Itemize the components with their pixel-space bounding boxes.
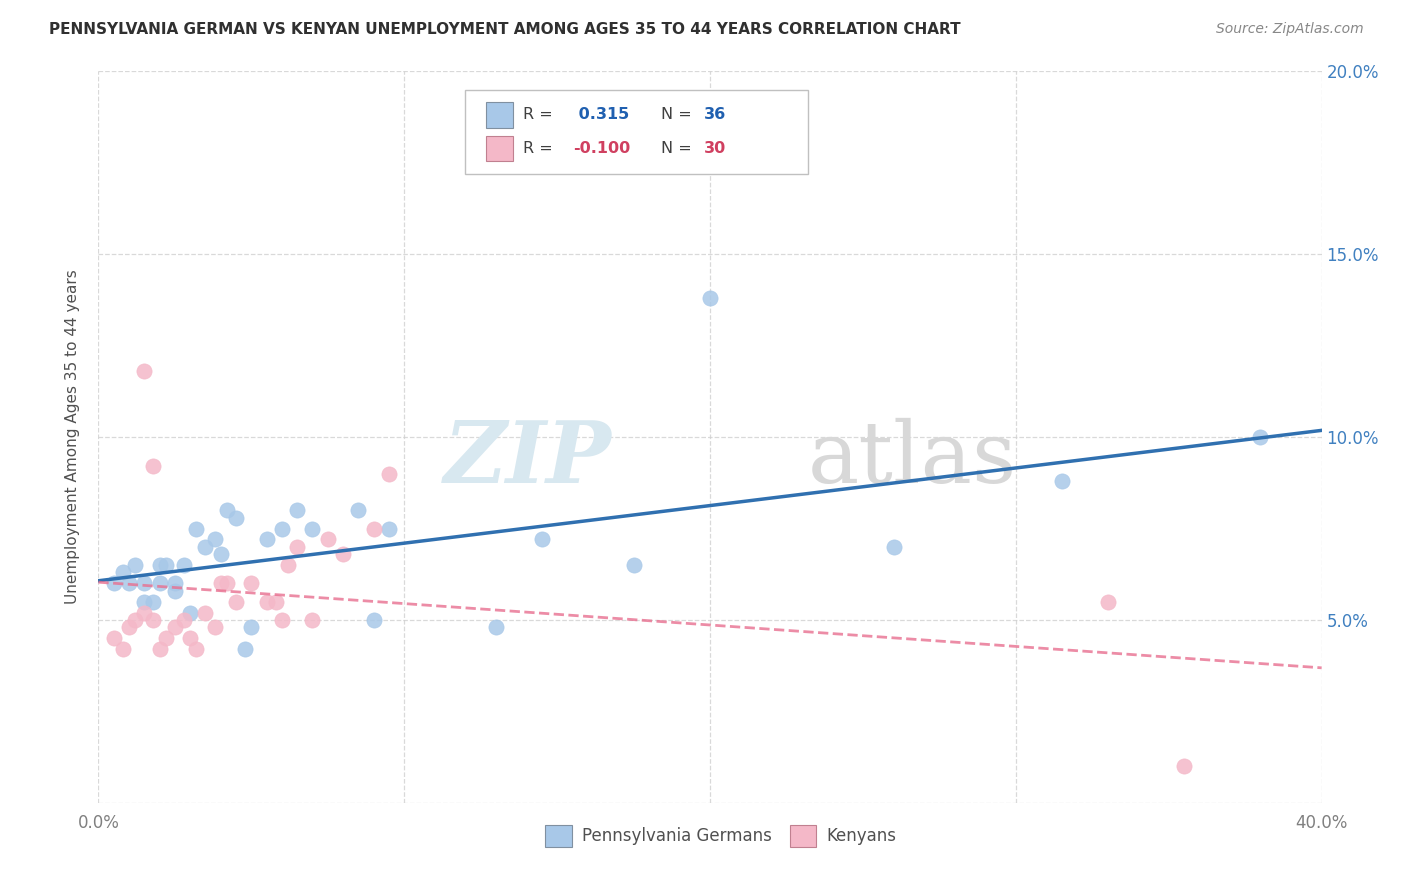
Point [155,558,177,573]
Point [1249,430,1271,444]
Text: R =: R = [523,141,558,156]
Point [301,521,323,535]
Point [378,467,401,481]
Point [225,510,247,524]
Point [142,613,165,627]
Point [173,558,195,573]
Point [186,642,208,657]
Text: -0.100: -0.100 [574,141,630,156]
Point [134,364,156,378]
FancyBboxPatch shape [790,825,817,847]
Point [277,558,299,573]
Point [1050,474,1073,488]
Point [240,620,263,634]
Point [1097,594,1119,608]
Point [111,642,134,657]
Point [256,533,278,547]
Point [363,613,385,627]
Text: N =: N = [661,107,697,122]
Point [163,620,186,634]
Point [378,521,401,535]
Point [103,576,125,591]
Point [204,533,226,547]
Text: Kenyans: Kenyans [827,827,896,845]
Text: 0.315: 0.315 [574,107,630,122]
Point [124,558,146,573]
Point [155,632,177,646]
Text: Source: ZipAtlas.com: Source: ZipAtlas.com [1216,22,1364,37]
Y-axis label: Unemployment Among Ages 35 to 44 years: Unemployment Among Ages 35 to 44 years [65,269,80,605]
Point [134,606,156,620]
Point [215,576,238,591]
Point [332,547,354,561]
Text: 30: 30 [704,141,725,156]
Point [111,566,134,580]
Point [209,576,232,591]
Point [301,613,323,627]
Point [179,606,201,620]
Point [485,620,508,634]
Point [285,503,308,517]
Point [142,594,165,608]
Point [316,533,339,547]
Point [270,613,292,627]
Point [256,594,278,608]
Point [149,576,172,591]
Point [163,576,186,591]
Point [118,620,141,634]
Point [194,540,217,554]
Text: ZIP: ZIP [444,417,612,500]
Point [285,540,308,554]
Point [270,521,292,535]
Text: N =: N = [661,141,697,156]
Point [264,594,287,608]
Point [204,620,226,634]
Point [699,291,721,305]
Point [215,503,238,517]
Point [103,632,125,646]
Point [240,576,263,591]
Point [142,459,165,474]
Point [163,583,186,598]
Point [186,521,208,535]
Text: PENNSYLVANIA GERMAN VS KENYAN UNEMPLOYMENT AMONG AGES 35 TO 44 YEARS CORRELATION: PENNSYLVANIA GERMAN VS KENYAN UNEMPLOYME… [49,22,960,37]
Point [623,558,645,573]
Point [194,606,217,620]
Point [209,547,232,561]
Point [149,642,172,657]
Point [347,503,370,517]
Text: Pennsylvania Germans: Pennsylvania Germans [582,827,772,845]
Point [233,642,256,657]
Text: 36: 36 [704,107,725,122]
Point [530,533,553,547]
Point [124,613,146,627]
Point [1173,759,1195,773]
Point [179,632,201,646]
FancyBboxPatch shape [465,90,808,174]
FancyBboxPatch shape [546,825,572,847]
Point [225,594,247,608]
Point [134,594,156,608]
Point [118,576,141,591]
Text: R =: R = [523,107,558,122]
FancyBboxPatch shape [486,136,513,161]
Point [173,613,195,627]
FancyBboxPatch shape [486,102,513,128]
Point [134,576,156,591]
Point [883,540,905,554]
Point [363,521,385,535]
Text: atlas: atlas [808,417,1017,500]
Point [149,558,172,573]
